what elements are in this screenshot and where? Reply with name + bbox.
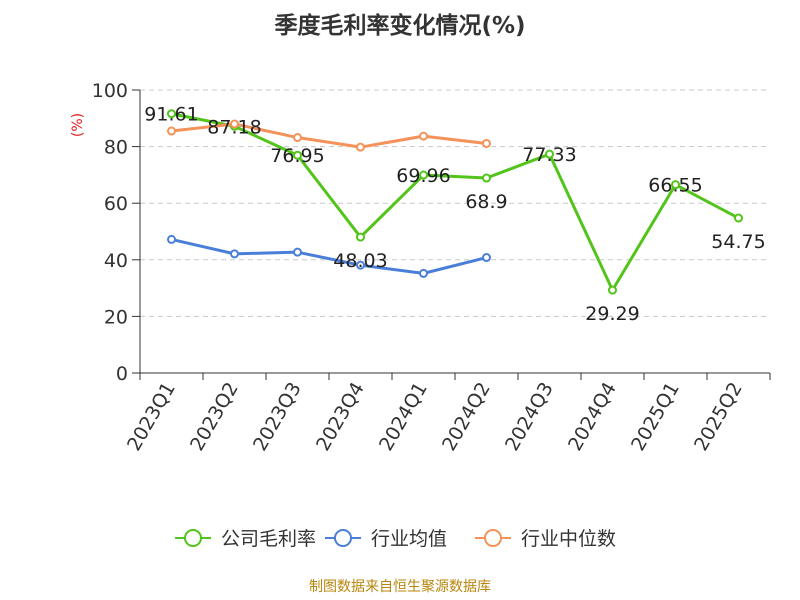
x-tick-label: 2024Q4: [564, 379, 621, 455]
data-point: [293, 150, 302, 160]
y-tick-label: 80: [104, 137, 128, 159]
y-axis-label: (%): [70, 113, 86, 137]
data-label: 91.61: [144, 104, 198, 126]
legend: 公司毛利率 行业均值 行业中位数: [175, 528, 616, 550]
legend-item: 公司毛利率: [175, 528, 316, 550]
data-point: [293, 133, 302, 143]
x-tick-label: 2024Q1: [375, 379, 432, 455]
data-point: [230, 119, 239, 129]
grid-lines: [140, 89, 770, 317]
data-label: 48.03: [333, 250, 387, 272]
legend-item: 行业中位数: [475, 528, 616, 550]
legend-label: 行业中位数: [521, 528, 616, 550]
legend-label: 行业均值: [371, 528, 447, 550]
data-label: 87.18: [207, 116, 261, 138]
x-tick-label: 2024Q3: [501, 379, 558, 455]
data-label: 29.29: [585, 303, 639, 325]
data-point: [293, 247, 302, 257]
x-tick-label: 2023Q3: [249, 379, 306, 455]
y-tick-label: 20: [104, 306, 128, 328]
chart-title: 季度毛利率变化情况(%): [274, 13, 526, 39]
data-label: 76.95: [270, 145, 324, 167]
data-point: [671, 180, 680, 190]
x-tick-label: 2023Q2: [186, 379, 243, 455]
data-point: [482, 253, 491, 263]
data-point: [482, 173, 491, 183]
data-point: [167, 126, 176, 136]
data-point: [419, 268, 428, 278]
x-tick-label: 2025Q2: [690, 379, 747, 455]
series: [167, 109, 743, 295]
series-line: [171, 112, 740, 292]
y-tick-label: 100: [92, 80, 128, 102]
x-tick-label: 2024Q2: [438, 379, 495, 455]
x-tick-label: 2025Q1: [627, 379, 684, 455]
data-point: [608, 285, 617, 295]
x-tick-label: 2023Q1: [123, 379, 180, 455]
y-tick-label: 40: [104, 250, 128, 272]
data-point: [167, 109, 176, 119]
data-label: 54.75: [711, 231, 765, 253]
legend-label: 公司毛利率: [221, 528, 316, 550]
y-tick-label: 0: [116, 363, 128, 385]
data-point: [482, 138, 491, 148]
legend-marker: [184, 529, 202, 547]
data-point: [419, 131, 428, 141]
legend-item: 行业均值: [325, 528, 447, 550]
series-line: [171, 122, 487, 149]
data-labels: 91.61 87.18 76.95 48.03 69.96 68.9 77.33 29.29 6…: [144, 104, 765, 325]
data-point: [230, 249, 239, 259]
series-line: [171, 237, 487, 275]
data-point: [356, 232, 365, 242]
data-label: 77.33: [522, 144, 576, 166]
data-point: [734, 213, 743, 223]
data-point: [419, 170, 428, 180]
data-label: 68.9: [465, 191, 507, 213]
y-tick-label: 60: [104, 193, 128, 215]
data-point: [356, 260, 365, 270]
x-tick-label: 2023Q4: [312, 379, 369, 455]
data-point: [545, 149, 554, 159]
legend-marker: [484, 529, 502, 547]
source-note: 制图数据来自恒生聚源数据库: [309, 579, 491, 595]
data-label: 66.55: [648, 175, 702, 197]
legend-marker: [334, 529, 352, 547]
data-label: 69.96: [396, 165, 450, 187]
data-point: [356, 142, 365, 152]
data-point: [167, 234, 176, 244]
